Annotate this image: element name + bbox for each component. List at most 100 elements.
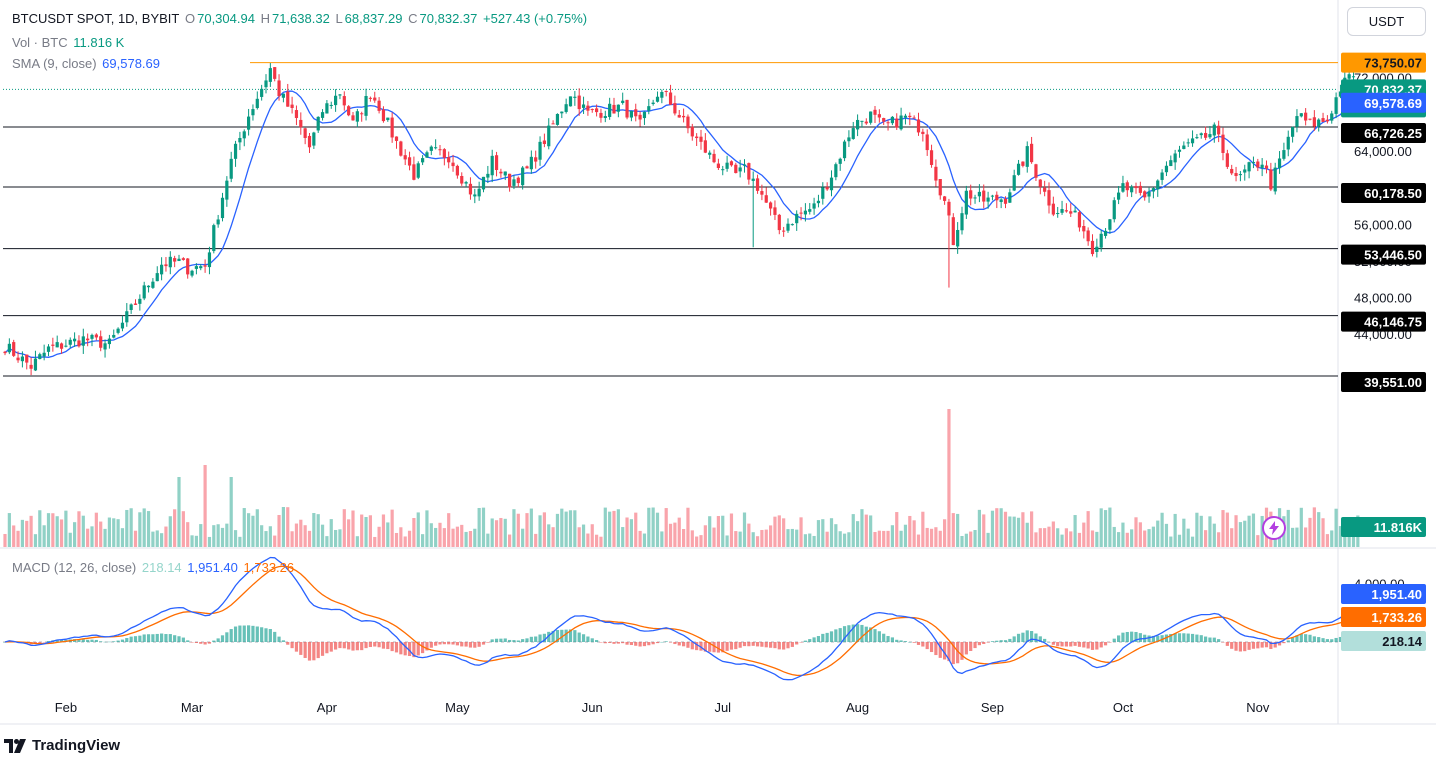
candle-body [1003,198,1008,204]
macd-histogram-bar [251,625,255,642]
candle [425,150,429,158]
macd-histogram-bar [442,642,446,645]
symbol-title[interactable]: BTCUSDT SPOT, 1D, BYBIT [12,11,180,26]
macd-histogram-bar [621,642,625,644]
macd-histogram-bar [895,639,899,642]
macd-signal-line [4,565,1358,677]
volume-legend[interactable]: Vol · BTC 11.816 K [12,35,126,50]
volume-bar [425,510,429,547]
candle-body [977,191,981,197]
sma-legend[interactable]: SMA (9, close) 69,578.69 [12,56,162,71]
macd-histogram-bar [995,640,999,642]
macd-histogram-bar [260,627,264,642]
volume-bar [42,525,46,547]
candle [825,182,829,191]
candle-body [190,270,194,276]
candle-body [738,167,742,172]
volume-bar [534,533,538,547]
volume-bar [38,510,42,547]
currency-button[interactable]: USDT [1347,7,1426,36]
macd-legend[interactable]: MACD (12, 26, close) 218.14 1,951.40 1,7… [12,560,296,575]
macd-histogram-bar [886,636,890,642]
candle-body [1164,165,1169,173]
volume-bar [1286,509,1290,547]
candle-body [438,149,442,151]
candle-body [68,339,72,345]
candle [925,129,929,156]
volume-bar [629,519,633,547]
macd-histogram-bar [716,642,720,653]
macd-key: MACD (12, 26, close) [12,560,137,575]
candle [690,123,694,141]
volume-bar [708,516,712,547]
candle-body [434,147,438,149]
macd-histogram-bar [916,642,921,645]
volume-bar [360,514,364,547]
candle [1103,228,1108,239]
volume-bar [238,536,242,547]
macd-histogram-bar [181,637,185,642]
candle-body [716,163,720,168]
candle [1312,110,1316,131]
candle-body [816,200,821,204]
volume-key: Vol · BTC [12,35,68,50]
volume-bar [1160,512,1164,547]
volume-bar [1182,518,1186,547]
macd-histogram-bar [842,626,847,642]
tradingview-logo[interactable]: TradingView [4,737,120,754]
candle-body [107,338,111,345]
candle [64,339,68,348]
candle-body [764,195,768,203]
volume-bar [512,509,516,547]
macd-histogram-bar [403,642,407,656]
candle-body [877,114,881,118]
candle-body [90,334,94,339]
volume-bar [203,465,207,547]
volume-bar [177,477,181,547]
price-tick-label: 48,000.00 [1354,291,1412,306]
volume-bar [46,513,51,547]
resistance-tag-bg [1341,52,1426,73]
volume-bar [755,536,760,547]
candle [1195,133,1199,140]
volume-bar [233,530,238,547]
macd-histogram-bar [729,642,734,650]
candle-body [307,135,312,148]
volume-bar [873,531,877,547]
macd-histogram-bar [973,642,977,649]
candle [1277,151,1282,174]
lightning-icon[interactable] [1262,516,1286,540]
volume-bar [281,507,285,547]
volume-bar [77,511,81,547]
macd-histogram-bar [512,640,516,642]
volume-bar [999,508,1003,547]
volume-bar [877,530,881,547]
candle-body [677,114,681,118]
candle-body [534,157,538,162]
candle-body [1199,133,1203,136]
candle [886,120,890,131]
candle-body [921,131,925,135]
candle [164,257,168,272]
volume-bar [847,532,851,547]
candle-body [682,115,686,118]
volume-bar [538,515,542,547]
macd-histogram-bar [738,642,742,648]
candle-body [1095,246,1099,253]
macd-histogram-bar [764,642,768,648]
candle-body [255,98,259,109]
candle-body [1103,230,1108,236]
candle [312,131,316,149]
macd-histogram-bar [638,642,642,647]
volume-bars [3,409,1360,547]
candle [1204,126,1208,141]
candle [329,101,333,109]
volume-bar [1164,523,1169,547]
macd-histogram-bar [508,639,512,642]
macd-histogram-bar [547,631,551,642]
candle-body [869,111,873,123]
candle-body [281,93,285,98]
candle [268,63,272,87]
candle [1260,158,1264,177]
volume-bar [895,512,899,547]
